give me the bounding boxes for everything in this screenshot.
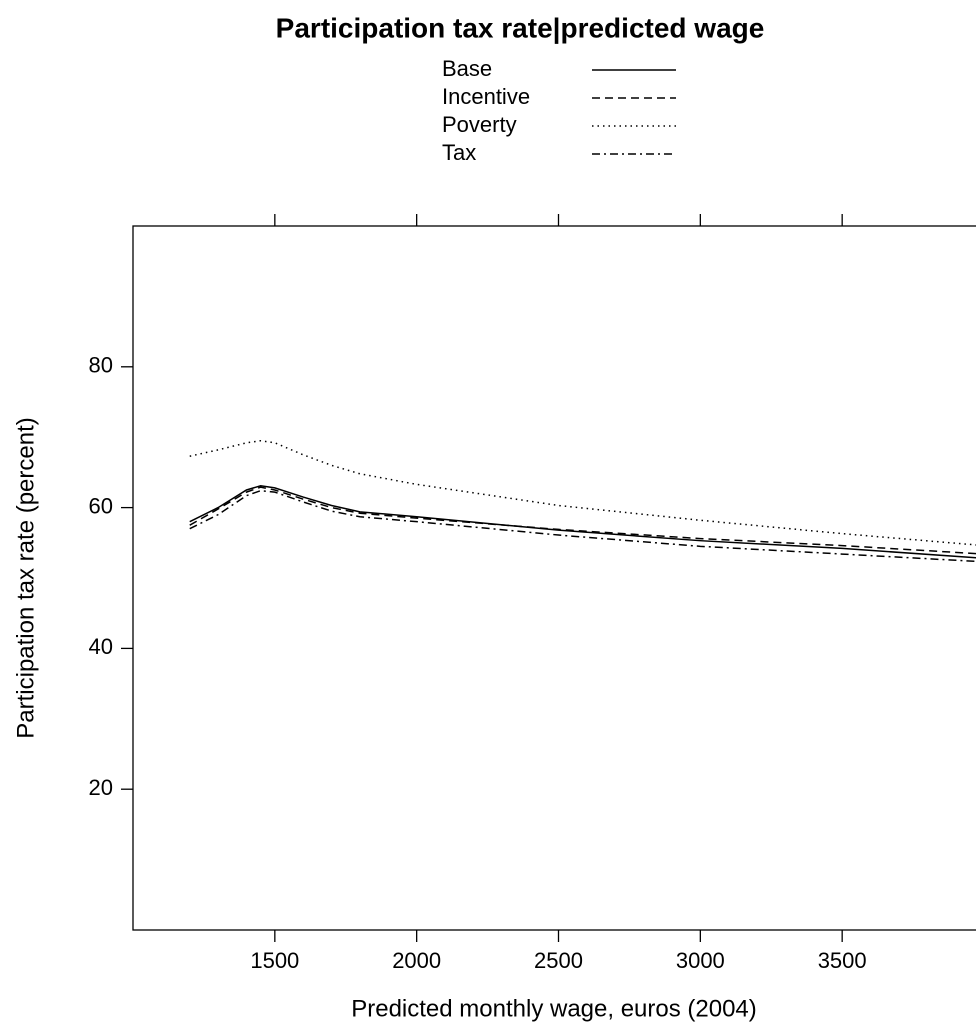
legend-label: Base xyxy=(442,56,492,81)
x-tick-label: 2500 xyxy=(534,948,583,973)
x-tick-label: 3500 xyxy=(818,948,867,973)
series-line xyxy=(189,486,976,555)
x-tick-label: 2000 xyxy=(392,948,441,973)
y-tick-label: 40 xyxy=(89,634,113,659)
series-line xyxy=(189,439,976,546)
x-tick-label: 1500 xyxy=(250,948,299,973)
y-tick-label: 60 xyxy=(89,493,113,518)
legend-label: Tax xyxy=(442,140,476,165)
x-axis-label: Predicted monthly wage, euros (2004) xyxy=(351,995,757,1022)
y-axis-label: Participation tax rate (percent) xyxy=(12,417,39,738)
x-tick-label: 3000 xyxy=(676,948,725,973)
chart-title: Participation tax rate|predicted wage xyxy=(276,12,765,43)
y-tick-label: 80 xyxy=(89,353,113,378)
legend-label: Poverty xyxy=(442,112,517,137)
series-line xyxy=(189,489,976,563)
series-line xyxy=(189,485,976,559)
plot-frame xyxy=(132,225,976,931)
legend-label: Incentive xyxy=(442,84,530,109)
y-tick-label: 20 xyxy=(89,775,113,800)
